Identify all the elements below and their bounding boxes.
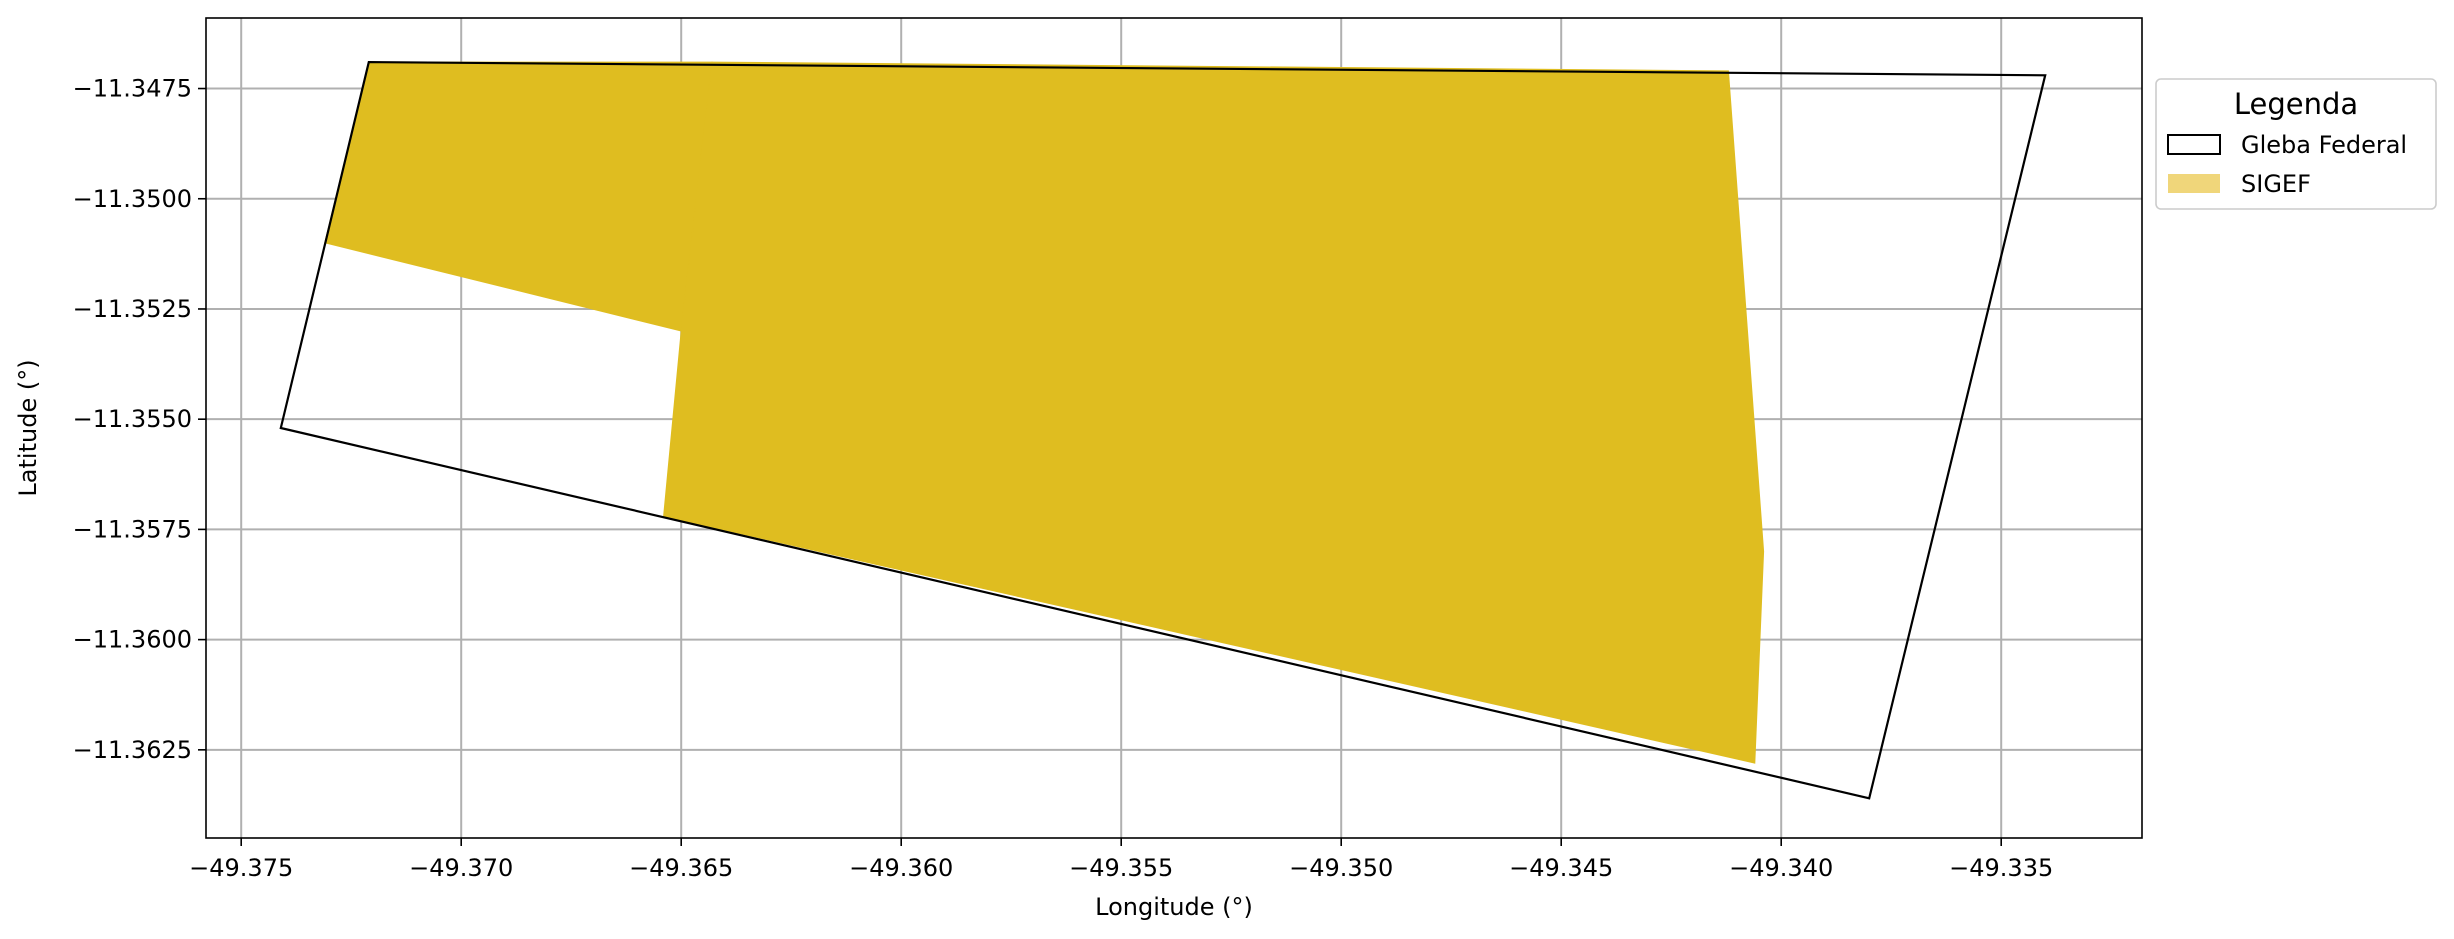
map-features	[279, 60, 2047, 800]
y-tick-label: −11.3525	[73, 295, 192, 323]
legend-title: Legenda	[2234, 87, 2358, 121]
y-axis-ticks: −11.3475 −11.3500 −11.3525 −11.3550 −11.3575…	[73, 75, 206, 764]
y-tick-label: −11.3500	[73, 185, 192, 213]
legend-swatch-gleba-federal	[2167, 134, 2221, 155]
y-tick-label: −11.3575	[73, 515, 192, 543]
x-tick-label: −49.370	[409, 854, 513, 882]
x-tick-label: −49.335	[1949, 854, 2053, 882]
x-tick-label: −49.340	[1729, 854, 1833, 882]
gleba-federal-polygon	[279, 60, 2047, 800]
plot-frame	[205, 17, 2143, 839]
x-tick-label: −49.365	[629, 854, 733, 882]
y-axis-label: Latitude (°)	[14, 359, 42, 496]
legend-swatch-sigef	[2168, 174, 2220, 193]
x-tick-label: −49.360	[849, 854, 953, 882]
y-tick-label: −11.3550	[73, 405, 192, 433]
x-tick-label: −49.345	[1509, 854, 1613, 882]
x-tick-label: −49.350	[1289, 854, 1393, 882]
y-tick-label: −11.3600	[73, 626, 192, 654]
y-tick-label: −11.3475	[73, 75, 192, 103]
legend-label-gleba-federal: Gleba Federal	[2241, 131, 2407, 159]
legend-box	[2155, 78, 2437, 210]
x-axis-ticks: −49.375 −49.370 −49.365 −49.360 −49.355 −49.3…	[189, 838, 2053, 882]
sigef-polygon	[663, 61, 1765, 764]
legend: Legenda Gleba Federal SIGEF	[2155, 78, 2437, 210]
x-tick-label: −49.375	[189, 854, 293, 882]
x-axis-label: Longitude (°)	[1095, 893, 1253, 921]
y-tick-label: −11.3625	[73, 736, 192, 764]
legend-label-sigef: SIGEF	[2241, 170, 2311, 198]
x-tick-label: −49.355	[1069, 854, 1173, 882]
